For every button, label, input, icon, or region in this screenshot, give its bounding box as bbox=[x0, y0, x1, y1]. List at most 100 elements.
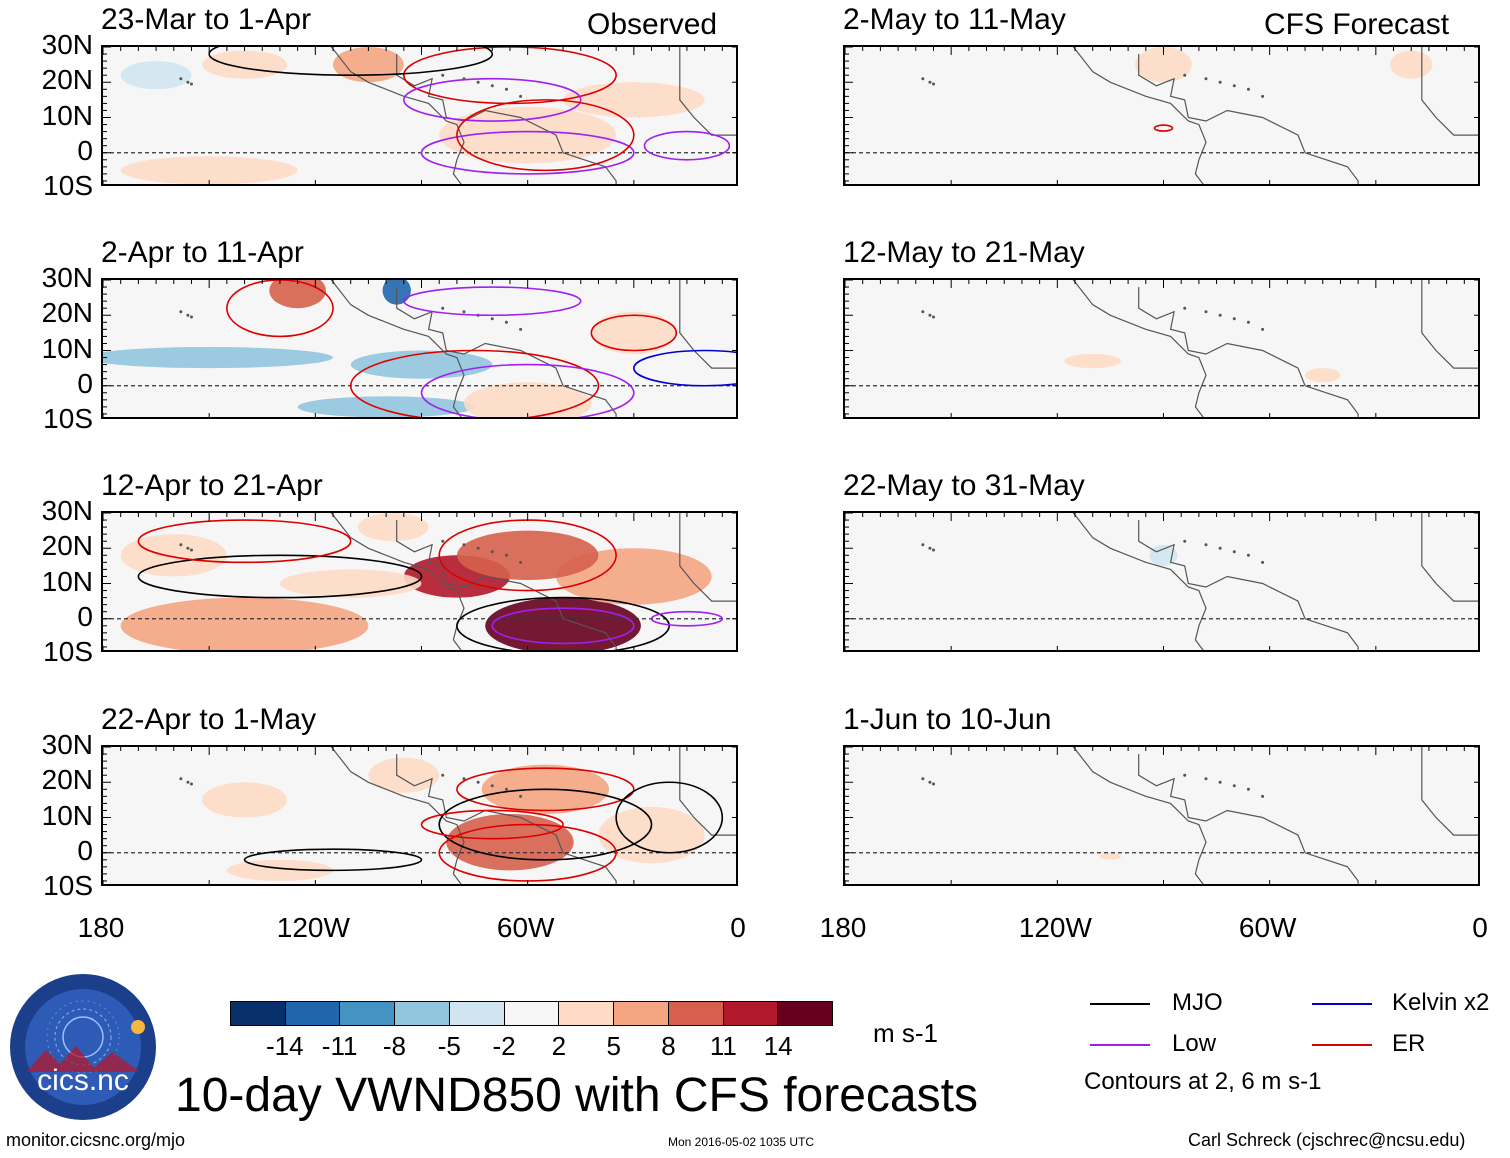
anomaly-fill-1 bbox=[120, 597, 369, 650]
map-panel-observed-4 bbox=[101, 745, 738, 886]
lat-label-20N-row2: 20N bbox=[41, 297, 93, 329]
anomaly-fill-4 bbox=[297, 396, 475, 417]
anomaly-fill-7 bbox=[350, 350, 493, 379]
lat-label-10S-row2: 10S bbox=[43, 403, 93, 434]
lat-label-10N-row4: 10N bbox=[41, 799, 93, 831]
anomaly-fill-2 bbox=[333, 47, 404, 83]
anomaly-fill-2 bbox=[1305, 368, 1341, 383]
lat-label-20N-row4: 20N bbox=[41, 764, 93, 796]
lon-label-0-forecast: 0 bbox=[1472, 912, 1488, 943]
colorbar-swatch-1 bbox=[231, 1002, 286, 1025]
legend-line-kelvin-x2 bbox=[1312, 1003, 1372, 1005]
anomaly-fill-5 bbox=[563, 82, 705, 118]
legend-label-mjo: MJO bbox=[1172, 989, 1223, 1016]
contour-mjo-4 bbox=[615, 781, 724, 854]
colorbar-swatch-8 bbox=[614, 1002, 669, 1025]
contour-low-2 bbox=[403, 77, 582, 122]
panel-title-forecast-1: 2-May to 11-May bbox=[843, 3, 1066, 36]
colorbar-tick-8: 8 bbox=[661, 1031, 676, 1061]
colorbar-swatch-4 bbox=[395, 1002, 450, 1025]
colorbar-swatch-11 bbox=[778, 1002, 833, 1025]
anomaly-fill-1 bbox=[269, 280, 326, 309]
colorbar-swatch-3 bbox=[340, 1002, 396, 1025]
contour-low-6 bbox=[403, 286, 582, 317]
lat-label-30N-row2: 30N bbox=[41, 262, 93, 293]
panel-title-observed-3: 12-Apr to 21-Apr bbox=[101, 469, 323, 502]
lon-label-60W-forecast: 60W bbox=[1238, 912, 1297, 943]
lat-label-10S-row4: 10S bbox=[43, 870, 93, 901]
contour-er-3 bbox=[590, 314, 678, 352]
contour-mjo-3 bbox=[438, 788, 653, 861]
colorbar-units: m s-1 bbox=[873, 1018, 938, 1048]
colorbar-swatch-2 bbox=[285, 1002, 341, 1025]
contour-er-6 bbox=[420, 809, 564, 840]
footer-timestamp: Mon 2016-05-02 1035 UTC bbox=[668, 1135, 815, 1149]
colorbar-tick--14: -14 bbox=[266, 1031, 304, 1061]
logo-text: cics.nc bbox=[37, 1064, 129, 1097]
lat-label-0-row1: 0 bbox=[77, 134, 93, 166]
anomaly-fill-5 bbox=[368, 757, 440, 793]
lat-label-10S-row3: 10S bbox=[43, 636, 93, 667]
main-title: 10-day VWND850 with CFS forecasts bbox=[175, 1069, 978, 1122]
colorbar-tick--11: -11 bbox=[321, 1031, 358, 1061]
anomaly-fill-7 bbox=[357, 513, 429, 542]
map-forecast-1 bbox=[845, 47, 1478, 184]
lat-label-0-row4: 0 bbox=[77, 834, 93, 866]
anomaly-fill-1 bbox=[1064, 354, 1122, 369]
lat-label-0-row3: 0 bbox=[77, 600, 93, 632]
lon-label-120W-forecast: 120W bbox=[1018, 912, 1092, 943]
map-panel-observed-1 bbox=[101, 45, 738, 186]
anomaly-fill-1 bbox=[1099, 852, 1122, 860]
colorbar-tick--5: -5 bbox=[437, 1031, 461, 1061]
lon-label-0-observed: 0 bbox=[730, 912, 746, 943]
anomaly-fill-1 bbox=[202, 50, 288, 79]
contour-er-2 bbox=[349, 349, 600, 417]
anomaly-fill-3 bbox=[598, 806, 705, 864]
contour-er-1 bbox=[226, 280, 334, 338]
colorbar-swatch-6 bbox=[504, 1002, 560, 1025]
cfs-forecast-header: CFS Forecast bbox=[1264, 8, 1450, 41]
colorbar-tick-2: 2 bbox=[551, 1031, 567, 1061]
contour-mjo-1 bbox=[243, 848, 423, 872]
anomaly-fill-1 bbox=[446, 813, 574, 871]
colorbar-swatch-7 bbox=[559, 1002, 615, 1025]
lat-label-30N-row1: 30N bbox=[41, 29, 93, 60]
contour-er-forecast bbox=[1153, 124, 1174, 132]
anomaly-fill-5 bbox=[463, 382, 592, 417]
panel-title-observed-1: 23-Mar to 1-Apr bbox=[101, 3, 312, 36]
lon-label-180-observed: 180 bbox=[77, 912, 125, 943]
anomaly-fill-5 bbox=[120, 534, 227, 577]
anomaly-fill-2 bbox=[1389, 50, 1433, 79]
panel-title-observed-4: 22-Apr to 1-May bbox=[101, 703, 317, 736]
colorbar-swatch-10 bbox=[723, 1002, 779, 1025]
lat-label-20N-row1: 20N bbox=[41, 64, 93, 96]
anomaly-fill-6 bbox=[120, 61, 192, 90]
contour-mjo-2 bbox=[456, 596, 670, 650]
contour-low-5 bbox=[420, 363, 635, 417]
contour-low-5 bbox=[491, 607, 635, 645]
legend-label-kelvin-x2: Kelvin x2 bbox=[1392, 989, 1490, 1016]
colorbar-swatch-9 bbox=[668, 1002, 724, 1025]
map-panel-observed-3 bbox=[101, 511, 738, 652]
anomaly-fill-6 bbox=[456, 530, 599, 580]
lon-label-120W-observed: 120W bbox=[276, 912, 350, 943]
lat-label-10S-row1: 10S bbox=[43, 170, 93, 201]
lat-label-10N-row2: 10N bbox=[41, 332, 93, 364]
legend-line-mjo bbox=[1090, 1003, 1150, 1005]
lon-label-60W-observed: 60W bbox=[496, 912, 555, 943]
contour-low-4 bbox=[643, 130, 731, 161]
panel-title-forecast-4: 1-Jun to 10-Jun bbox=[843, 703, 1052, 736]
contour-kelvin-x2-4 bbox=[633, 349, 736, 387]
map-panel-forecast-1 bbox=[843, 45, 1480, 186]
observed-header: Observed bbox=[587, 8, 718, 41]
anomaly-fill-4 bbox=[202, 782, 288, 818]
lat-label-30N-row3: 30N bbox=[41, 495, 93, 526]
panel-title-observed-2: 2-Apr to 11-Apr bbox=[101, 236, 304, 269]
map-panel-forecast-2 bbox=[843, 278, 1480, 419]
contour-er-3 bbox=[137, 519, 352, 564]
contour-mjo-1 bbox=[137, 554, 423, 599]
lat-label-20N-row3: 20N bbox=[41, 530, 93, 562]
panel-title-forecast-3: 22-May to 31-May bbox=[843, 469, 1085, 502]
map-observed-1 bbox=[103, 47, 736, 184]
colorbar-tick-14: 14 bbox=[763, 1031, 793, 1061]
